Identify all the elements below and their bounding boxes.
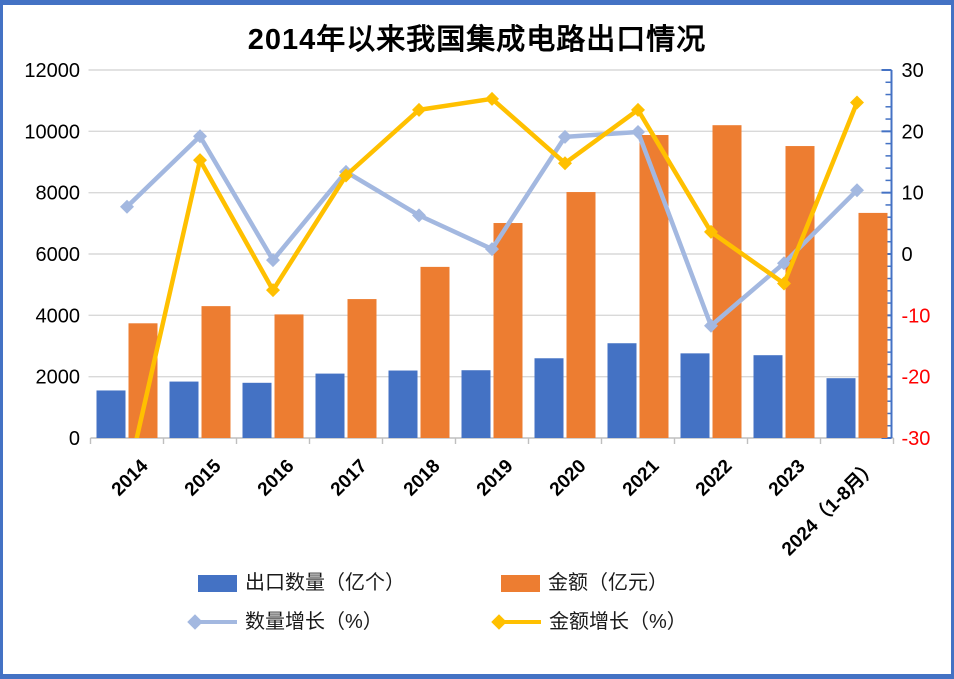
quantity-bar-2017 bbox=[315, 373, 345, 438]
quantity-bar-2018 bbox=[388, 370, 418, 438]
x-axis-label: 2022 bbox=[692, 456, 737, 501]
diamond-marker-icon bbox=[631, 124, 645, 139]
left-axis-label: 0 bbox=[69, 428, 80, 450]
quantity-bar-2023 bbox=[753, 355, 783, 438]
diamond-marker-icon bbox=[187, 614, 203, 630]
right-axis-label: -20 bbox=[902, 367, 931, 389]
x-axis-label: 2016 bbox=[254, 456, 299, 501]
left-axis-label: 6000 bbox=[36, 244, 81, 266]
quantity-bar-2022 bbox=[680, 353, 710, 438]
diamond-marker-icon bbox=[704, 318, 718, 333]
x-axis-label: 2020 bbox=[546, 456, 591, 501]
chart-plot-area: 0 2000 4000 6000 8000 10000 12000 30 20 10 0 -10 -20… bbox=[24, 60, 931, 560]
legend-item-amount: 金额（亿元） bbox=[501, 570, 668, 596]
diamond-marker-icon bbox=[266, 253, 280, 268]
x-axis-label: 2018 bbox=[400, 456, 445, 501]
diamond-marker-icon bbox=[558, 129, 572, 144]
right-axis-label: -10 bbox=[902, 305, 931, 327]
x-axis-label: 2019 bbox=[473, 456, 518, 501]
x-axis-label: 2014 bbox=[108, 455, 153, 500]
legend-item-export-quantity: 出口数量（亿个） bbox=[198, 570, 405, 596]
amount-bar-2018 bbox=[420, 266, 450, 438]
diamond-marker-icon bbox=[193, 129, 207, 144]
amount-bar-2023 bbox=[785, 146, 815, 438]
x-axis-label: 2021 bbox=[619, 455, 664, 500]
right-axis-label: -30 bbox=[902, 428, 931, 450]
legend-label: 金额（亿元） bbox=[548, 572, 668, 594]
amount-bar-2022 bbox=[712, 125, 742, 438]
diamond-marker-icon bbox=[339, 168, 353, 183]
quantity-bar-2014 bbox=[96, 390, 126, 438]
diamond-marker-icon bbox=[412, 208, 426, 223]
diamond-marker-icon bbox=[558, 156, 572, 171]
legend-label: 数量增长（%） bbox=[245, 611, 383, 633]
amount-bar-2016 bbox=[274, 314, 304, 438]
quantity-bar-2015 bbox=[169, 381, 199, 438]
x-axis-label: 2015 bbox=[181, 455, 226, 500]
chart-title: 2014年以来我国集成电路出口情况 bbox=[247, 24, 707, 56]
diamond-marker-icon bbox=[485, 91, 499, 106]
amount-bar-2021 bbox=[639, 135, 669, 438]
left-axis-label: 10000 bbox=[24, 121, 80, 143]
quantity-bar-2024（1-8月） bbox=[826, 378, 856, 438]
x-axis-label: 2023 bbox=[765, 456, 810, 501]
diamond-marker-icon bbox=[777, 256, 791, 271]
right-axis-label: 20 bbox=[902, 121, 924, 143]
amount-bar-2017 bbox=[347, 299, 377, 438]
right-axis-label: 10 bbox=[902, 183, 924, 205]
diamond-marker-icon bbox=[850, 183, 864, 198]
diamond-marker-icon bbox=[485, 242, 499, 257]
diamond-marker-icon bbox=[777, 276, 791, 291]
diamond-marker-icon bbox=[193, 153, 207, 168]
diamond-marker-icon bbox=[491, 614, 507, 630]
amount-growth-line bbox=[134, 96, 860, 438]
left-axis-label: 4000 bbox=[36, 305, 81, 327]
x-axis-label: 2017 bbox=[327, 456, 372, 501]
quantity-bar-2020 bbox=[534, 358, 564, 438]
diamond-marker-icon bbox=[704, 224, 718, 239]
left-axis-label: 12000 bbox=[24, 60, 80, 82]
diamond-marker-icon bbox=[412, 102, 426, 117]
legend-item-amount-growth: 金额增长（%） bbox=[491, 609, 687, 635]
right-axis-label: 0 bbox=[902, 244, 913, 266]
quantity-bar-2019 bbox=[461, 370, 491, 438]
amount-bar-2015 bbox=[201, 306, 231, 438]
quantity-bar-2021 bbox=[607, 343, 637, 438]
quantity-bar-2016 bbox=[242, 382, 272, 438]
diamond-marker-icon bbox=[850, 95, 864, 110]
legend-label: 出口数量（亿个） bbox=[245, 572, 405, 594]
legend-item-quantity-growth: 数量增长（%） bbox=[187, 609, 383, 635]
diamond-marker-icon bbox=[266, 283, 280, 298]
diamond-marker-icon bbox=[120, 199, 134, 214]
diamond-marker-icon bbox=[631, 102, 645, 117]
legend-label: 金额增长（%） bbox=[549, 611, 687, 633]
left-axis-label: 8000 bbox=[36, 183, 81, 205]
amount-swatch-icon bbox=[501, 574, 540, 592]
amount-bar-2020 bbox=[566, 192, 596, 438]
line-series-group bbox=[120, 91, 864, 438]
amount-growth-line-icon bbox=[491, 614, 541, 630]
left-axis-label: 2000 bbox=[36, 367, 81, 389]
quantity-growth-line-icon bbox=[187, 614, 237, 630]
amount-bar-2014 bbox=[128, 323, 158, 438]
export-quantity-swatch-icon bbox=[198, 574, 237, 592]
amount-bar-2019 bbox=[493, 223, 523, 438]
right-axis-label: 30 bbox=[902, 60, 924, 82]
amount-bar-2024（1-8月） bbox=[858, 212, 888, 438]
